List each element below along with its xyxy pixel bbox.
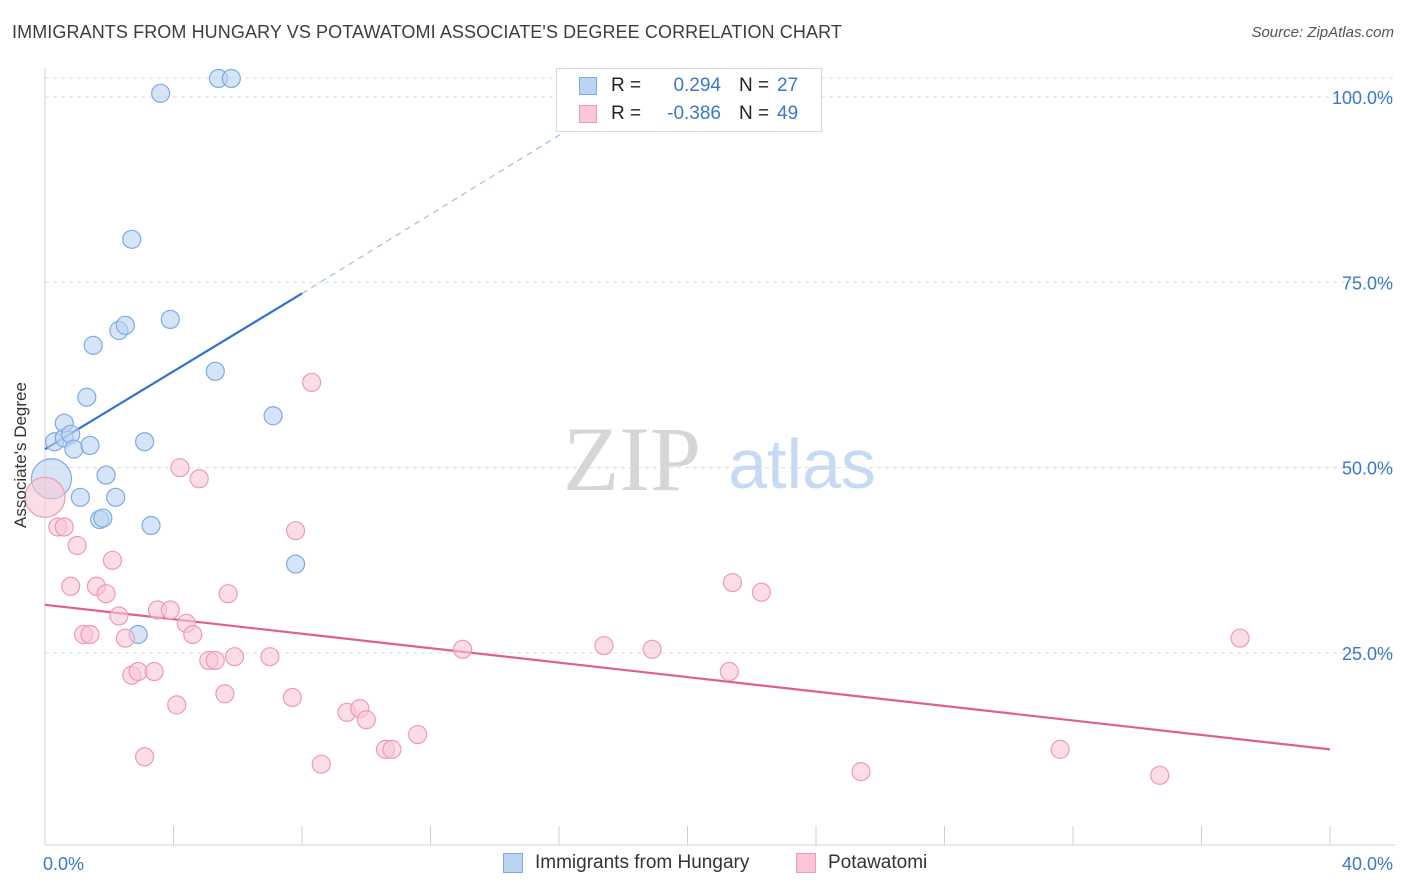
- point-potawatomi: [851, 762, 871, 782]
- legend-n-value: 27: [777, 75, 799, 96]
- point-potawatomi: [356, 710, 376, 730]
- point-potawatomi: [1150, 765, 1170, 785]
- point-hungary: [83, 335, 103, 355]
- point-hungary: [93, 508, 113, 528]
- correlation-legend: R = 0.294 N = 27 R = -0.386 N = 49: [556, 68, 822, 132]
- legend-r-value: -0.386: [667, 103, 721, 124]
- source-label: Source: ZipAtlas.com: [1251, 24, 1394, 41]
- point-potawatomi: [408, 724, 428, 745]
- gridlines: [45, 77, 1395, 654]
- x-tick-label: 40.0%: [1342, 854, 1393, 874]
- point-hungary: [115, 315, 135, 335]
- point-potawatomi: [109, 606, 129, 626]
- legend-swatch-hungary: [503, 853, 523, 873]
- point-potawatomi: [80, 624, 100, 645]
- point-potawatomi: [311, 754, 331, 774]
- legend-r-label: R =: [611, 103, 642, 124]
- point-potawatomi: [224, 647, 245, 667]
- point-hungary: [77, 387, 97, 407]
- point-potawatomi: [453, 639, 473, 659]
- point-hungary: [141, 515, 161, 536]
- point-potawatomi: [722, 572, 743, 593]
- legend-r-label: R =: [611, 75, 642, 96]
- point-potawatomi: [302, 372, 322, 393]
- point-potawatomi: [1230, 628, 1250, 648]
- point-hungary: [263, 406, 283, 426]
- point-potawatomi: [282, 687, 302, 708]
- point-hungary: [221, 68, 241, 89]
- point-potawatomi: [170, 458, 190, 478]
- point-hungary: [96, 465, 116, 485]
- legend-row-hungary: R = 0.294 N = 27: [579, 74, 798, 98]
- y-tick-label: 75.0%: [1342, 273, 1393, 293]
- point-hungary: [160, 309, 180, 329]
- point-potawatomi: [96, 584, 116, 604]
- point-hungary: [106, 487, 126, 507]
- point-hungary: [64, 439, 84, 459]
- point-potawatomi: [115, 628, 135, 648]
- y-tick-label: 25.0%: [1342, 644, 1393, 664]
- point-potawatomi: [67, 535, 87, 556]
- point-hungary: [122, 229, 142, 249]
- y-tick-label: 50.0%: [1342, 459, 1393, 479]
- point-potawatomi: [54, 517, 74, 537]
- point-potawatomi: [128, 661, 148, 682]
- point-potawatomi: [102, 550, 123, 570]
- point-potawatomi: [1050, 739, 1070, 759]
- point-potawatomi: [144, 661, 164, 682]
- legend-label-hungary: Immigrants from Hungary: [535, 852, 750, 873]
- point-potawatomi: [382, 739, 402, 759]
- point-hungary: [285, 554, 306, 574]
- point-potawatomi: [751, 582, 771, 602]
- x-tick-labels: 0.0% 40.0%: [43, 854, 1393, 874]
- legend-row-potawatomi: R = -0.386 N = 49: [579, 102, 798, 126]
- point-hungary: [70, 487, 90, 507]
- watermark-atlas: atlas: [728, 425, 876, 503]
- data-points: [24, 68, 1250, 785]
- point-potawatomi: [285, 521, 306, 541]
- chart-title: IMMIGRANTS FROM HUNGARY VS POTAWATOMI AS…: [12, 22, 842, 42]
- legend-r-value: 0.294: [673, 75, 721, 96]
- axes: [44, 68, 1395, 846]
- point-potawatomi: [719, 661, 739, 682]
- legend-item-potawatomi: Potawatomi: [796, 852, 927, 874]
- point-potawatomi: [189, 469, 209, 489]
- legend-n-label: N =: [739, 75, 770, 96]
- legend-swatch-hungary: [579, 77, 597, 95]
- point-hungary: [134, 432, 155, 452]
- legend-n-value: 49: [777, 103, 799, 124]
- point-potawatomi: [160, 600, 180, 620]
- y-tick-labels: 25.0% 50.0% 75.0% 100.0%: [1332, 88, 1393, 664]
- legend-label-potawatomi: Potawatomi: [828, 852, 928, 873]
- point-hungary: [151, 83, 171, 103]
- point-potawatomi: [205, 650, 225, 671]
- legend-swatch-potawatomi: [796, 853, 816, 873]
- point-potawatomi: [642, 639, 662, 659]
- trend-lines: [44, 115, 1331, 751]
- watermark-zip: ZIP: [563, 408, 701, 510]
- point-potawatomi: [594, 635, 614, 656]
- point-potawatomi: [61, 576, 81, 596]
- point-potawatomi: [24, 476, 66, 518]
- x-tick-label: 0.0%: [43, 854, 84, 874]
- legend-item-hungary: Immigrants from Hungary: [503, 852, 749, 874]
- point-potawatomi: [183, 624, 203, 645]
- point-potawatomi: [167, 695, 187, 715]
- legend-swatch-potawatomi: [579, 105, 597, 123]
- point-hungary: [80, 435, 100, 456]
- point-potawatomi: [218, 584, 238, 604]
- y-axis-label: Associate's Degree: [10, 382, 30, 528]
- watermark: ZIP atlas: [563, 408, 876, 510]
- point-hungary: [205, 361, 225, 381]
- y-tick-label: 100.0%: [1332, 88, 1393, 108]
- trend-line-potawatomi: [44, 603, 1331, 751]
- point-potawatomi: [134, 747, 155, 767]
- point-potawatomi: [215, 684, 235, 704]
- trend-line-hungary: [44, 292, 303, 451]
- legend-n-label: N =: [739, 103, 770, 124]
- point-potawatomi: [260, 647, 280, 667]
- trend-line-hungary-extension: [301, 115, 592, 294]
- series-legend: Immigrants from Hungary Potawatomi: [0, 852, 1406, 878]
